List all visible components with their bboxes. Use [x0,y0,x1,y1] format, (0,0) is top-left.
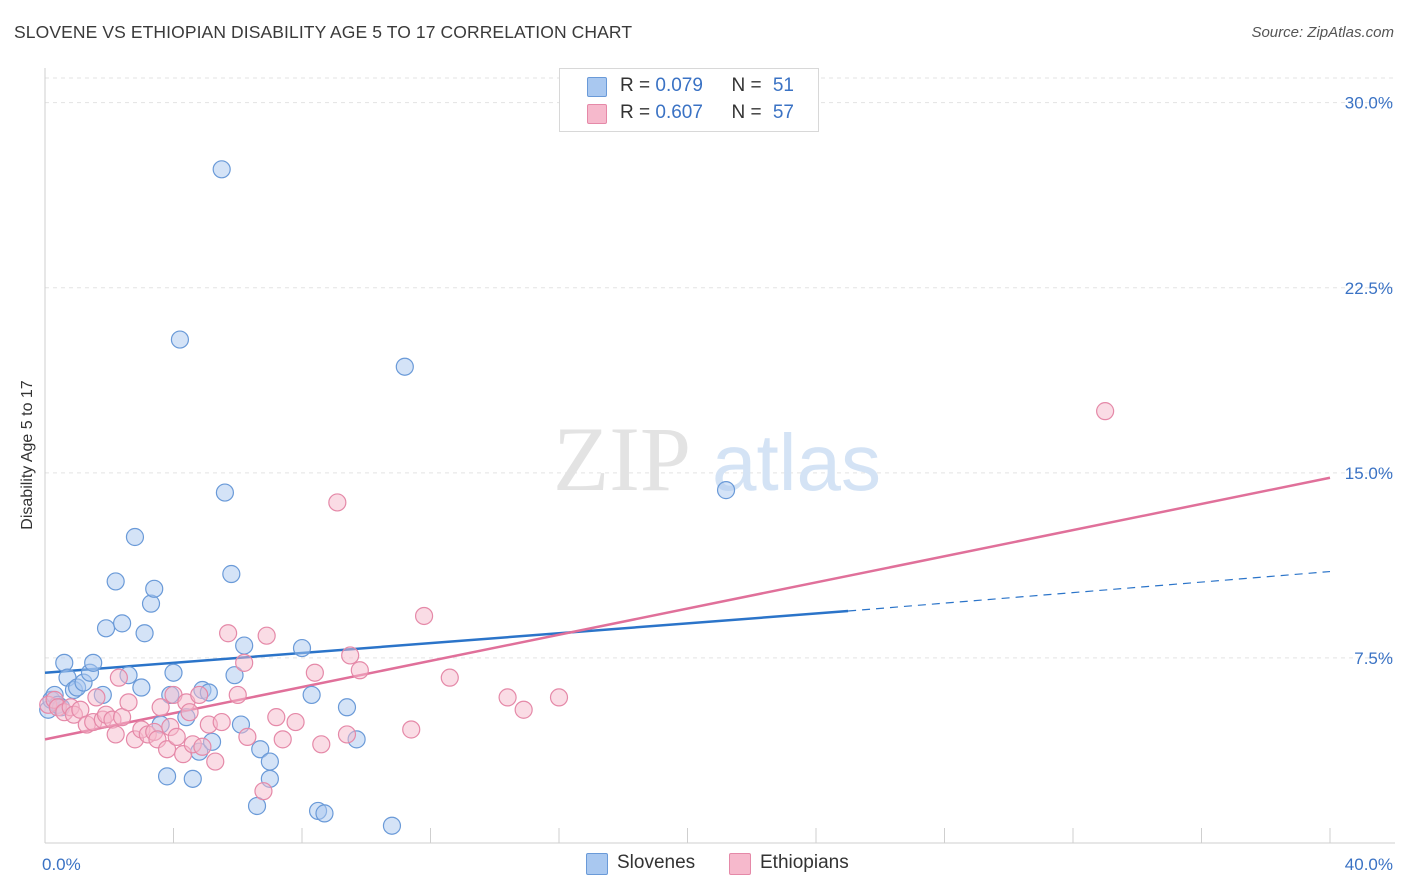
n-label: N = [731,102,767,123]
slovene-point [260,752,279,771]
data-points [39,160,1115,835]
source-label: Source: ZipAtlas.com [1251,24,1394,41]
slovene-point [145,579,164,598]
ethiopian-point [514,700,533,719]
slovene-point [395,357,414,376]
x-tick-label: 0.0% [42,855,81,874]
legend-label-ethiopians: Ethiopians [760,852,849,873]
ethiopian-point [228,685,247,705]
ethiopian-point [440,668,459,687]
ethiopian-point [193,737,212,756]
ethiopian-point [402,720,421,739]
y-tick-label: 7.5% [1354,649,1393,668]
tick-labels: 7.5% 15.0% 22.5% 30.0% 0.0% 40.0% [42,94,1393,874]
r-label: R = [620,75,656,96]
grid-lines [45,77,1395,659]
slovene-point [212,160,231,179]
series-legend: Slovenes Ethiopians [0,851,1406,877]
ethiopian-point [87,688,106,707]
slovene-point [84,653,103,672]
ethiopian-point [238,727,257,746]
x-tick-label: 40.0% [1345,855,1393,874]
ethiopian-point [180,703,199,722]
ethiopian-point [151,698,170,717]
ethiopian-point [312,735,331,754]
r-value: 0.607 [655,102,703,123]
ethiopian-point [1096,402,1115,421]
slovene-point [337,698,357,717]
slovene-point [164,663,183,682]
ethiopian-point [206,752,225,771]
ethiopian-swatch [587,104,607,124]
ethiopian-point [337,725,357,744]
slovene-point [251,740,270,759]
ethiopian-point [267,708,286,727]
slovene-trend-line [44,609,849,674]
ethiopian-trend-line [44,476,1331,741]
y-tick-label: 15.0% [1345,464,1393,483]
slovene-point [106,572,125,591]
slovene-point [170,330,190,349]
ethiopian-legend-swatch [729,853,751,875]
watermark: ZIP atlas [553,408,881,510]
n-value: 51 [772,75,794,96]
y-tick-label: 22.5% [1345,279,1393,298]
slovene-point [125,527,145,547]
ethiopian-point [167,727,186,746]
slovene-legend-swatch [586,853,608,875]
slovene-point [716,481,736,500]
ethiopian-point [341,646,360,665]
slovene-point [315,804,334,823]
ethiopian-point [305,663,324,682]
ethiopian-point [328,493,347,512]
legend-label-slovenes: Slovenes [617,852,696,873]
chart-title: SLOVENE VS ETHIOPIAN DISABILITY AGE 5 TO… [14,22,633,42]
ethiopian-point [286,712,305,732]
slovene-point [292,638,312,658]
ethiopian-point [273,730,292,749]
watermark-zip: ZIP [553,408,691,510]
ethiopian-point [106,725,125,744]
y-tick-label: 30.0% [1345,94,1393,113]
slovene-point [235,636,254,655]
slovene-point [96,619,116,638]
slovene-point [222,564,241,584]
r-label: R = [620,102,656,123]
ethiopian-point [109,668,128,687]
ethiopian-point [190,685,209,705]
slovene-trend-extension [848,570,1331,612]
n-label: N = [731,75,767,96]
slovene-point [215,483,234,502]
ethiopian-point [414,606,434,626]
ethiopian-point [498,688,517,707]
ethiopian-point [254,782,273,801]
slovene-point [112,614,132,633]
slovene-swatch [587,77,607,97]
slovene-point [225,666,244,685]
slovene-point [132,678,151,697]
slovene-point [135,624,154,643]
ethiopian-point [350,661,369,680]
ethiopian-point [549,688,569,707]
ethiopian-point [219,624,238,643]
slovene-point [183,769,202,788]
slovene-point [302,685,321,705]
slovene-point [382,816,402,835]
ethiopian-point [235,653,254,672]
watermark-atlas: atlas [712,418,881,507]
n-value: 57 [772,102,794,123]
trend-lines [44,476,1331,741]
stats-legend: R = 0.079 N = 51 R = 0.607 N = 57 [559,68,819,132]
slovene-point [157,767,177,786]
ethiopian-point [212,712,231,732]
slovene-point [141,594,161,613]
ethiopian-point [257,626,276,645]
slovene-point [55,653,74,672]
ethiopian-point [119,693,138,712]
axes [44,68,1395,844]
r-value: 0.079 [655,75,703,96]
